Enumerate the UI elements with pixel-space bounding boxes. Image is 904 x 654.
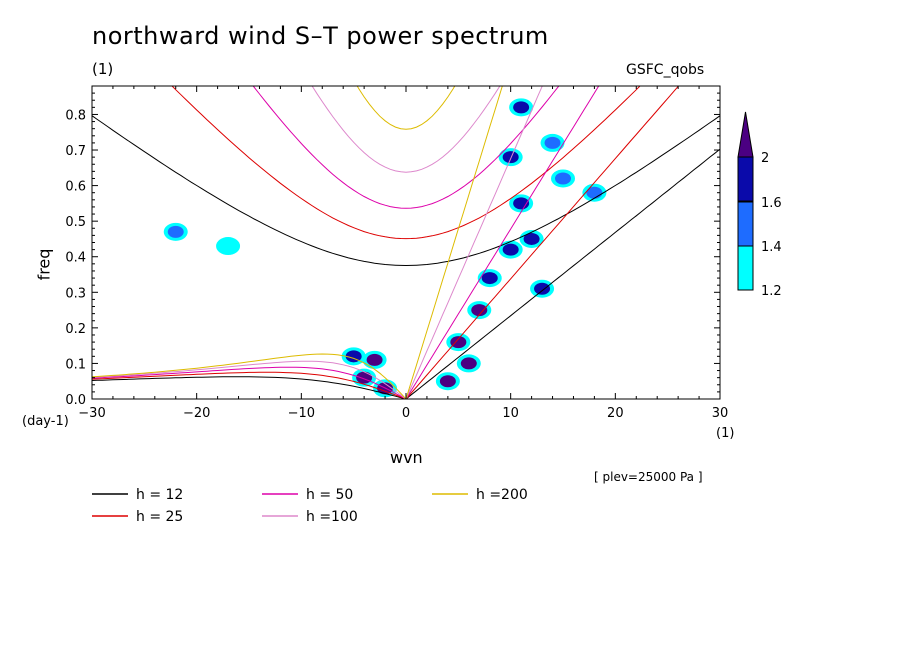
colorbar-label: 1.6 — [761, 196, 782, 211]
power-region — [366, 353, 383, 366]
power-region — [513, 101, 530, 114]
power-region — [502, 243, 519, 256]
power-region — [439, 375, 456, 388]
x-tick-label: −10 — [288, 406, 315, 421]
power-region — [534, 282, 551, 295]
y-tick-label: 0.3 — [65, 286, 86, 301]
power-region — [220, 240, 237, 253]
rossby-curve — [92, 360, 407, 399]
power-region — [471, 304, 488, 317]
plot-area — [92, 86, 720, 399]
power-region — [460, 357, 477, 370]
power-region — [450, 336, 467, 349]
x-tick-label: 20 — [607, 406, 624, 421]
rossby-curve — [92, 366, 407, 399]
plot-frame — [91, 85, 721, 400]
power-region — [345, 350, 362, 363]
y-tick-label: 0.2 — [65, 322, 86, 337]
y-tick-label: 0.6 — [65, 180, 86, 195]
y-tick-label: 0.8 — [65, 108, 86, 123]
chart-title: northward wind S–T power spectrum — [92, 22, 549, 50]
colorbar-arrow — [737, 111, 754, 158]
dataset-label: GSFC_qobs — [626, 62, 705, 78]
x-tick-label: −20 — [183, 406, 210, 421]
rossby-curve — [92, 376, 407, 399]
legend-label: h = 50 — [306, 487, 353, 503]
colorbar-segment — [737, 156, 754, 202]
power-region — [544, 136, 561, 149]
power-region — [502, 151, 519, 164]
y-tick-label: 0.7 — [65, 144, 86, 159]
y-tick-label: 0.1 — [65, 357, 86, 372]
level-note: [ plev=25000 Pa ] — [594, 470, 703, 484]
gravity-curve — [171, 86, 641, 240]
colorbar-label: 2 — [761, 151, 769, 166]
gravity-curve — [311, 86, 501, 173]
x-axis-label: wvn — [390, 448, 423, 467]
power-region — [167, 225, 184, 238]
x-tick-label: 10 — [502, 406, 519, 421]
x-tick-label: 30 — [712, 406, 729, 421]
legend-label: h = 12 — [136, 487, 183, 503]
y-units-label: (day-1) — [22, 414, 69, 429]
legend-label: h =100 — [306, 509, 358, 525]
power-region — [481, 272, 498, 285]
kelvin-curve — [405, 86, 600, 399]
colorbar-segment — [737, 245, 754, 291]
gravity-curve — [356, 86, 456, 130]
colorbar-segment — [737, 201, 754, 247]
kelvin-curve — [405, 86, 543, 399]
gravity-curve — [92, 115, 720, 267]
kelvin-curve — [405, 148, 720, 399]
x-tick-label: −30 — [78, 406, 105, 421]
rossby-curve — [92, 371, 407, 399]
power-region — [555, 172, 571, 185]
kelvin-curve — [405, 86, 680, 399]
legend-label: h =200 — [476, 487, 528, 503]
power-region — [523, 232, 540, 245]
y-tick-label: 0.5 — [65, 215, 86, 230]
colorbar-label: 1.2 — [761, 284, 782, 299]
x-tick-label: 0 — [402, 406, 410, 421]
y-tick-label: 0.0 — [65, 393, 86, 408]
kelvin-curve — [405, 86, 503, 399]
title-units: (1) — [92, 60, 114, 78]
y-tick-label: 0.4 — [65, 251, 86, 266]
power-region — [356, 371, 373, 384]
gravity-curve — [252, 86, 560, 209]
colorbar-label: 1.4 — [761, 240, 782, 255]
legend-label: h = 25 — [136, 509, 183, 525]
x-units-label: (1) — [716, 426, 735, 441]
rossby-curve — [92, 353, 407, 399]
